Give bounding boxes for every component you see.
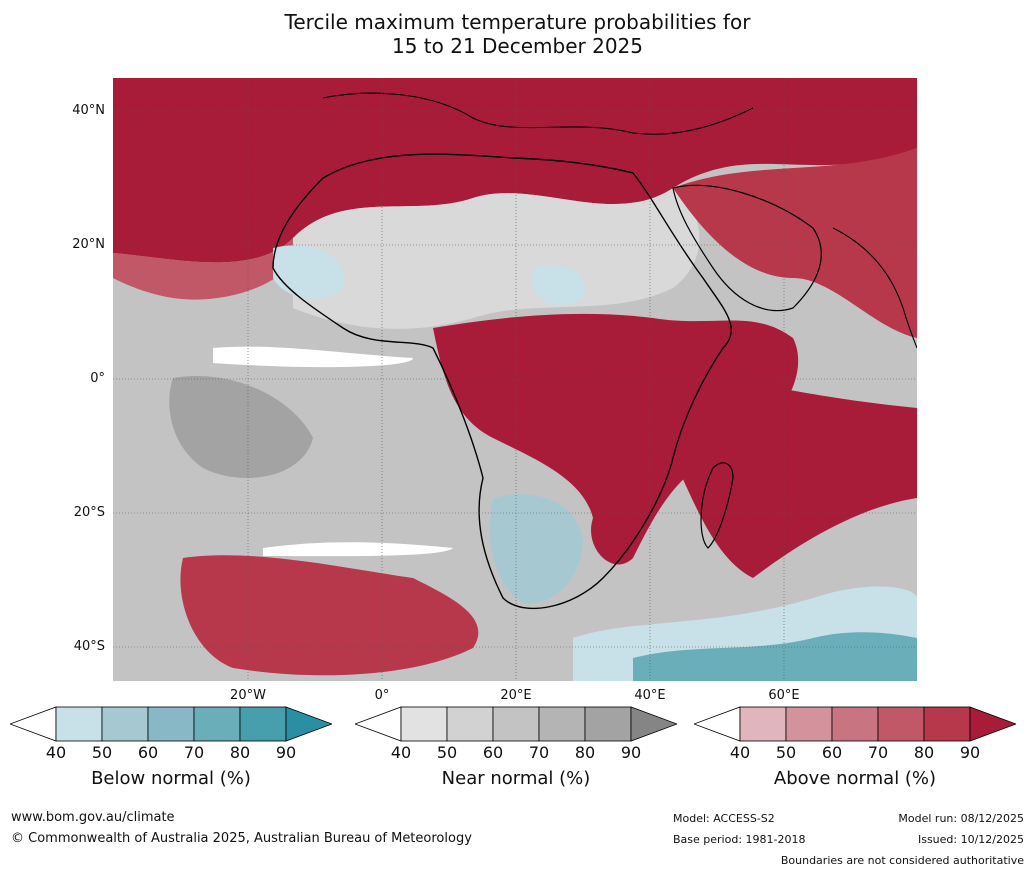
colorbar-segment	[923, 706, 971, 742]
legend-title-below: Below normal (%)	[91, 768, 251, 789]
colorbar-segment	[785, 706, 833, 742]
colorbar-segment	[101, 706, 149, 742]
below-normal-west-africa	[273, 245, 345, 299]
lat-label-40s: 40°S	[73, 639, 105, 654]
tick-near-70: 70	[528, 743, 550, 762]
colorbar-under-triangle	[10, 706, 57, 742]
colorbar-over-triangle	[630, 706, 677, 742]
tick-below-40: 40	[45, 743, 67, 762]
footer-model-run: Model run: 08/12/2025	[898, 812, 1024, 825]
above-normal-shade	[113, 238, 297, 300]
africa-coastline	[272, 153, 732, 610]
colorbar-under-triangle	[694, 706, 741, 742]
tick-near-90: 90	[620, 743, 642, 762]
lon-label-20w: 20°W	[230, 688, 266, 703]
colorbar-segment	[877, 706, 925, 742]
footer-model: Model: ACCESS-S2	[673, 812, 775, 825]
footer-copyright: © Commonwealth of Australia 2025, Austra…	[11, 831, 472, 846]
tick-above-90: 90	[959, 743, 981, 762]
colorbar-segment	[492, 706, 540, 742]
colorbar-segment	[400, 706, 448, 742]
colorbar-over-triangle	[969, 706, 1016, 742]
above-normal-south-atlantic	[180, 555, 479, 676]
tick-below-80: 80	[229, 743, 251, 762]
no-signal-band-south	[263, 542, 453, 557]
lat-label-40n: 40°N	[72, 103, 105, 118]
below-normal-sudan	[533, 264, 585, 306]
lon-label-20e: 20°E	[500, 688, 532, 703]
legend-title-above: Above normal (%)	[773, 768, 937, 789]
india-coastline	[832, 227, 918, 349]
legend-above-normal	[694, 706, 1016, 742]
colorbar-near	[355, 706, 677, 742]
tick-near-80: 80	[574, 743, 596, 762]
below-normal-southern-ocean-strong	[633, 632, 917, 681]
tick-above-70: 70	[867, 743, 889, 762]
legend-below-normal	[10, 706, 332, 742]
tick-near-50: 50	[436, 743, 458, 762]
colorbar-segment	[831, 706, 879, 742]
colorbar-segment	[739, 706, 787, 742]
legend-near-normal	[355, 706, 677, 742]
colorbar-over-triangle	[285, 706, 332, 742]
lat-label-20s: 20°S	[73, 505, 105, 520]
lat-label-20n: 20°N	[72, 237, 105, 252]
lon-label-40e: 40°E	[634, 688, 666, 703]
near-normal-atlantic-strong	[169, 376, 313, 478]
tick-above-60: 60	[821, 743, 843, 762]
tick-near-40: 40	[390, 743, 412, 762]
above-normal-indian-ocean	[673, 368, 917, 578]
no-signal-band	[213, 346, 413, 368]
footer-url[interactable]: www.bom.gov.au/climate	[11, 810, 175, 825]
probability-map	[113, 78, 918, 681]
europe-coastline	[322, 92, 754, 135]
graticule	[113, 78, 917, 681]
title-line-2: 15 to 21 December 2025	[391, 34, 643, 58]
footer-issued: Issued: 10/12/2025	[917, 833, 1024, 846]
lon-label-0: 0°	[374, 688, 390, 703]
below-normal-southern-africa	[489, 494, 583, 604]
colorbar-segment	[193, 706, 241, 742]
tick-below-60: 60	[137, 743, 159, 762]
colorbar-segment	[538, 706, 586, 742]
colorbar-above	[694, 706, 1016, 742]
tick-below-90: 90	[275, 743, 297, 762]
tick-above-40: 40	[729, 743, 751, 762]
above-normal-arabia	[673, 148, 917, 338]
madagascar-coastline	[700, 462, 734, 549]
sahara-near-normal	[293, 188, 700, 329]
title-line-1: Tercile maximum temperature probabilitie…	[284, 10, 751, 34]
footer-base-period: Base period: 1981-2018	[673, 833, 806, 846]
above-normal-north	[113, 78, 917, 263]
colorbar-segment	[446, 706, 494, 742]
colorbar-segment	[55, 706, 103, 742]
colorbar-under-triangle	[355, 706, 402, 742]
arabia-coastline	[672, 184, 822, 312]
footer-disclaimer: Boundaries are not considered authoritat…	[780, 854, 1024, 867]
tick-above-80: 80	[913, 743, 935, 762]
tick-below-50: 50	[91, 743, 113, 762]
map-canvas	[113, 78, 918, 681]
colorbar-segment	[239, 706, 287, 742]
colorbar-segment	[584, 706, 632, 742]
tick-above-50: 50	[775, 743, 797, 762]
lat-label-0: 0°	[90, 371, 105, 386]
lon-label-60e: 60°E	[768, 688, 800, 703]
colorbar-below	[10, 706, 332, 742]
map-title: Tercile maximum temperature probabilitie…	[0, 10, 1035, 58]
legend-title-near: Near normal (%)	[441, 768, 591, 789]
colorbar-segment	[147, 706, 195, 742]
tick-near-60: 60	[482, 743, 504, 762]
tick-below-70: 70	[183, 743, 205, 762]
